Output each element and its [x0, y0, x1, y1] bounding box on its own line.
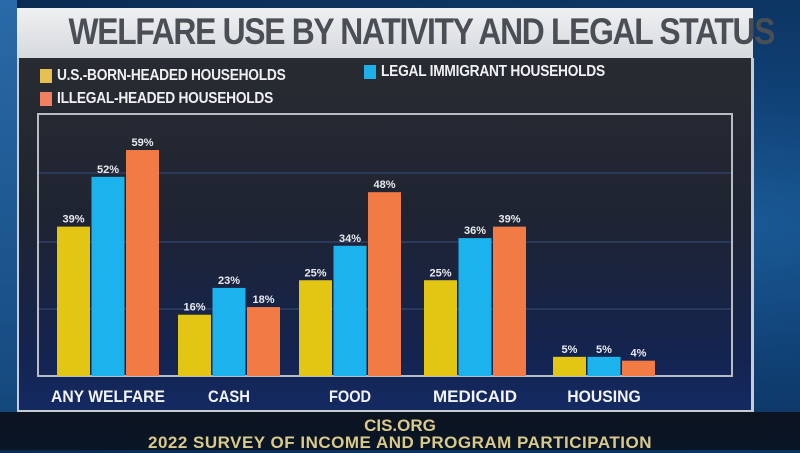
bar: [126, 150, 159, 376]
data-label: 18%: [252, 294, 274, 306]
bar: [553, 356, 586, 376]
legend-item-illegal: ILLEGAL-HEADED HOUSEHOLDS: [40, 90, 308, 108]
bars: [57, 150, 655, 376]
data-label: 34%: [339, 233, 361, 245]
data-label: 5%: [562, 344, 578, 356]
legend-swatch-legal-immigrant: [364, 65, 376, 79]
bar: [299, 280, 332, 376]
legend-swatch-illegal: [40, 92, 52, 106]
data-label: 52%: [97, 164, 119, 176]
survey-label: 2022 SURVEY OF INCOME AND PROGRAM PARTIC…: [148, 433, 652, 452]
bar: [91, 176, 125, 376]
category-label: CASH: [208, 387, 250, 406]
data-label: 59%: [131, 137, 153, 149]
bar: [178, 314, 211, 376]
background-edge: [0, 0, 17, 450]
frame-border-right: [751, 58, 754, 413]
bar: [212, 287, 246, 376]
legend-item-us-born: U.S.-BORN-HEADED HOUSEHOLDS: [40, 67, 323, 85]
source-label: CIS.ORG: [364, 416, 436, 435]
bar: [57, 226, 90, 376]
data-label: 25%: [304, 267, 326, 279]
category-labels: ANY WELFARE CASH FOOD MEDICAID HOUSING: [51, 387, 641, 406]
title-bar: WELFARE USE BY NATIVITY AND LEGAL STATUS: [17, 8, 776, 58]
legend-label-illegal: ILLEGAL-HEADED HOUSEHOLDS: [57, 90, 274, 107]
frame-border-bottom: [17, 410, 753, 413]
bar: [458, 238, 492, 376]
legend-label-us-born: U.S.-BORN-HEADED HOUSEHOLDS: [57, 67, 286, 84]
bar: [587, 356, 621, 376]
data-label: 39%: [62, 214, 84, 226]
data-label: 48%: [373, 179, 395, 191]
chart-title: WELFARE USE BY NATIVITY AND LEGAL STATUS: [68, 11, 776, 52]
data-label: 16%: [183, 302, 205, 314]
category-label: HOUSING: [567, 387, 641, 406]
data-label: 4%: [631, 348, 647, 360]
bar: [493, 226, 526, 376]
legend-label-legal-immigrant: LEGAL IMMIGRANT HOUSEHOLDS: [381, 63, 605, 80]
category-label: ANY WELFARE: [51, 387, 165, 406]
frame-border-left: [17, 58, 19, 413]
data-label: 5%: [596, 344, 612, 356]
category-label: FOOD: [329, 387, 371, 406]
legend-swatch-us-born: [40, 69, 52, 83]
legend-item-legal-immigrant: LEGAL IMMIGRANT HOUSEHOLDS: [364, 63, 641, 81]
value-labels: 39% 52% 59% 16% 23% 18% 25% 34% 48% 25% 36% 39% 5% 5%…: [62, 137, 646, 360]
category-label: MEDICAID: [433, 387, 517, 406]
data-label: 23%: [218, 275, 240, 287]
bar: [622, 360, 655, 376]
bar: [368, 192, 401, 376]
footer-band: [0, 412, 800, 450]
bar: [333, 245, 367, 376]
bar: [247, 307, 280, 376]
data-label: 25%: [429, 267, 451, 279]
data-label: 39%: [498, 214, 520, 226]
data-label: 36%: [464, 225, 486, 237]
bar: [424, 280, 457, 376]
